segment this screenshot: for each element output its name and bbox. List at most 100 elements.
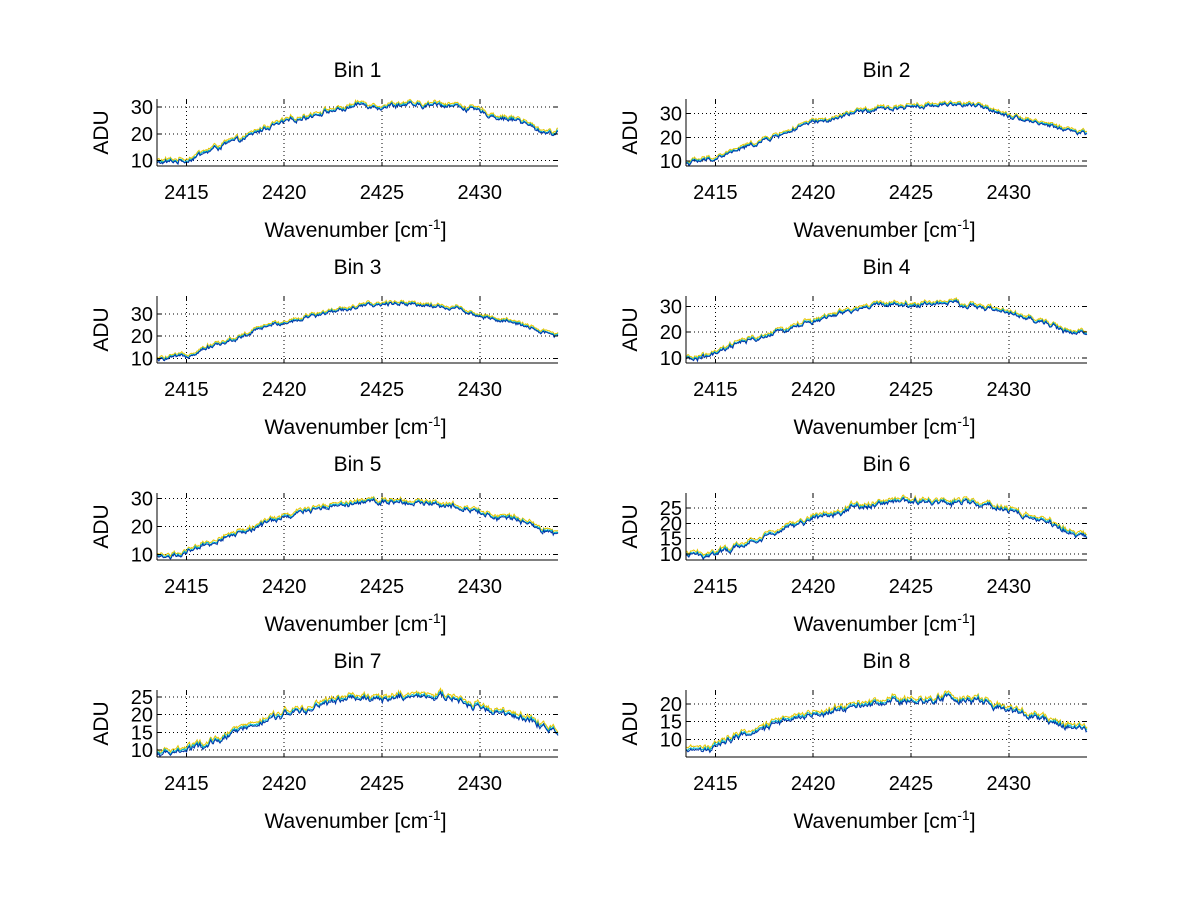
x-tick-label: 2415: [164, 379, 209, 401]
y-tick-label: 10: [660, 348, 682, 370]
x-axis-label: Wavenumber [cm-1]: [264, 807, 446, 833]
y-tick-label: 20: [660, 513, 682, 535]
x-tick-label: 2415: [693, 576, 738, 598]
series-blue: [156, 690, 559, 758]
x-axis-label: Wavenumber [cm-1]: [264, 413, 446, 439]
y-tick-label: 15: [131, 722, 153, 744]
y-tick-label: 30: [131, 304, 153, 326]
x-tick-label: 2430: [458, 182, 503, 204]
y-tick-label: 10: [660, 151, 682, 173]
y-tick-label: 20: [131, 517, 153, 539]
x-tick-label: 2430: [458, 379, 503, 401]
y-axis-label: ADU: [90, 307, 113, 351]
series-yellow: [685, 100, 1088, 164]
series-blue: [156, 301, 559, 362]
x-tick-label: 2420: [791, 576, 836, 598]
series-yellow: [685, 690, 1088, 751]
x-tick-label: 2415: [693, 379, 738, 401]
series-cyan: [685, 101, 1088, 166]
x-tick-label: 2425: [889, 182, 934, 204]
y-tick-label: 10: [131, 349, 153, 371]
x-axis-label: Wavenumber [cm-1]: [793, 610, 975, 636]
x-tick-label: 2415: [164, 182, 209, 204]
y-tick-label: 30: [131, 489, 153, 511]
y-tick-label: 10: [660, 544, 682, 566]
series-cyan: [156, 100, 559, 164]
x-tick-label: 2425: [889, 773, 934, 795]
y-tick-label: 15: [660, 712, 682, 734]
x-axis-label: Wavenumber [cm-1]: [793, 807, 975, 833]
series-yellow: [156, 98, 559, 163]
series-cyan: [685, 496, 1088, 560]
x-axis-label: Wavenumber [cm-1]: [793, 216, 975, 242]
chart-title: Bin 2: [863, 59, 911, 82]
y-tick-label: 10: [660, 729, 682, 751]
series-yellow: [685, 494, 1088, 557]
x-axis-label: Wavenumber [cm-1]: [264, 216, 446, 242]
x-tick-label: 2430: [987, 576, 1032, 598]
series-yellow: [685, 296, 1088, 360]
chart-title: Bin 1: [334, 59, 382, 82]
x-tick-label: 2430: [458, 773, 503, 795]
y-tick-label: 25: [660, 498, 682, 520]
x-tick-label: 2415: [164, 773, 209, 795]
y-axis-label: ADU: [619, 110, 642, 154]
series-cyan: [156, 300, 559, 362]
y-tick-label: 10: [131, 544, 153, 566]
x-tick-label: 2425: [889, 379, 934, 401]
y-axis-label: ADU: [90, 110, 113, 154]
x-tick-label: 2425: [360, 182, 405, 204]
series-blue: [685, 496, 1088, 561]
series-yellow: [156, 299, 559, 361]
y-tick-label: 20: [131, 705, 153, 727]
y-axis-label: ADU: [619, 701, 642, 745]
chart-title: Bin 4: [863, 256, 911, 279]
x-tick-label: 2420: [262, 576, 307, 598]
x-tick-label: 2420: [262, 379, 307, 401]
x-tick-label: 2430: [987, 379, 1032, 401]
y-tick-label: 20: [131, 124, 153, 146]
y-tick-label: 30: [660, 103, 682, 125]
y-tick-label: 25: [131, 687, 153, 709]
y-axis-label: ADU: [90, 504, 113, 548]
x-tick-label: 2415: [693, 182, 738, 204]
series-cyan: [156, 496, 559, 560]
y-tick-label: 10: [131, 740, 153, 762]
subplot-bin-4: 2415 2420 2425 2430 10 20 30 Bin 4 ADU Wavenumber…: [619, 256, 1088, 439]
y-tick-label: 20: [660, 127, 682, 149]
x-axis-label: Wavenumber [cm-1]: [264, 610, 446, 636]
subplot-bin-1: 2415 2420 2425 2430 10 20 30 Bin 1 ADU Wavenumber…: [90, 59, 559, 242]
y-tick-label: 20: [660, 322, 682, 344]
series-cyan: [685, 298, 1088, 362]
x-tick-label: 2415: [693, 773, 738, 795]
chart-title: Bin 6: [863, 453, 911, 476]
x-tick-label: 2430: [987, 182, 1032, 204]
chart-title: Bin 8: [863, 650, 911, 673]
chart-title: Bin 3: [334, 256, 382, 279]
y-axis-label: ADU: [90, 701, 113, 745]
x-tick-label: 2430: [987, 773, 1032, 795]
x-tick-label: 2420: [791, 379, 836, 401]
x-axis-label: Wavenumber [cm-1]: [793, 413, 975, 439]
x-tick-label: 2425: [360, 773, 405, 795]
y-tick-label: 15: [660, 529, 682, 551]
series-blue: [685, 102, 1088, 167]
y-tick-label: 30: [660, 296, 682, 318]
series-yellow: [156, 687, 559, 754]
y-tick-label: 20: [660, 694, 682, 716]
x-tick-label: 2415: [164, 576, 209, 598]
series-yellow: [156, 495, 559, 558]
series-blue: [685, 693, 1088, 754]
x-tick-label: 2425: [360, 379, 405, 401]
x-tick-label: 2430: [458, 576, 503, 598]
series-blue: [156, 497, 559, 560]
y-tick-label: 30: [131, 97, 153, 119]
x-tick-label: 2425: [889, 576, 934, 598]
subplot-bin-5: 2415 2420 2425 2430 10 20 30 Bin 5 ADU Wavenumber…: [90, 453, 559, 636]
